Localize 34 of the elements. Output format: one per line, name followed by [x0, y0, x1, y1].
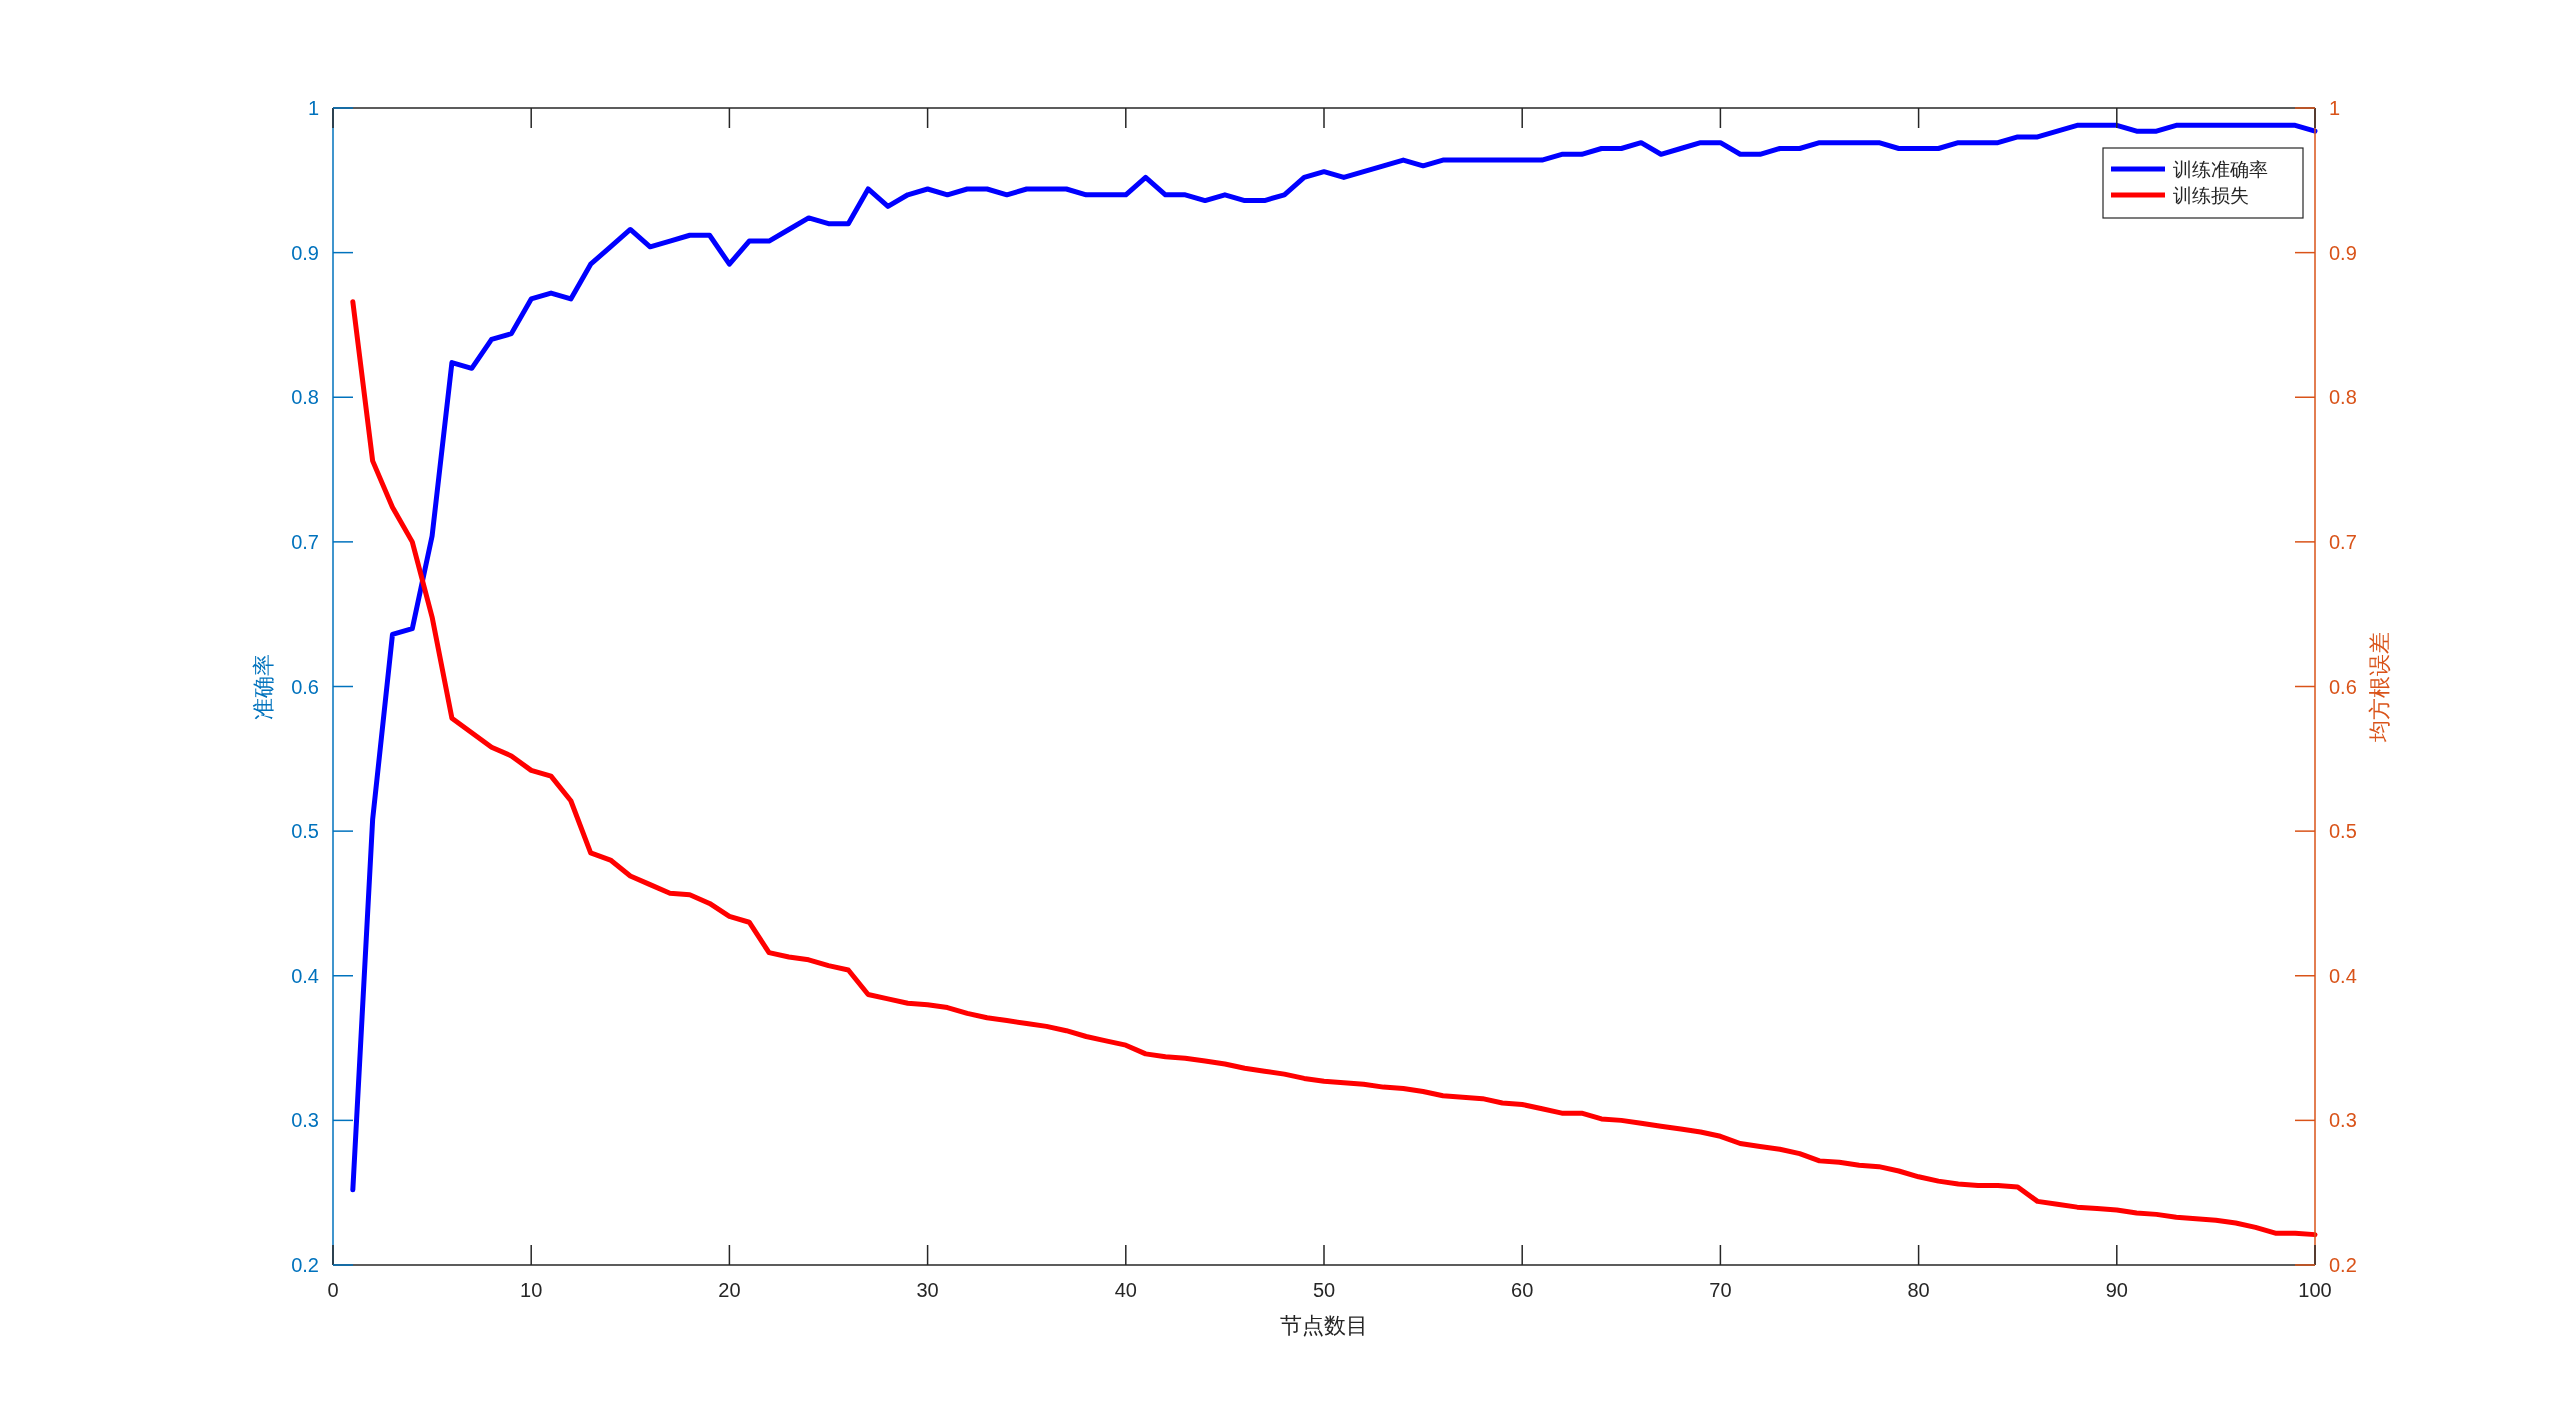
y2-tick-label: 0.9 [2329, 241, 2357, 264]
y-tick-label: 0.2 [291, 1254, 319, 1276]
x-axis-title: 节点数目 [1280, 1313, 1368, 1338]
x-tick-label: 40 [1114, 1279, 1137, 1301]
y-tick-label: 0.8 [291, 386, 319, 409]
y-tick-label: 0.7 [291, 530, 319, 553]
legend-label: 训练准确率 [2173, 159, 2268, 180]
y2-tick-label: 0.6 [2329, 675, 2357, 698]
y-tick-label: 0.9 [291, 241, 319, 264]
x-tick-label: 90 [2105, 1279, 2128, 1301]
y-tick-label: 1 [307, 97, 319, 119]
x-tick-label: 80 [1907, 1279, 1930, 1301]
y-tick-label: 0.3 [291, 1109, 319, 1132]
x-tick-label: 20 [718, 1279, 741, 1301]
x-tick-label: 50 [1312, 1279, 1336, 1301]
legend-label: 训练损失 [2173, 185, 2249, 206]
x-tick-label: 60 [1511, 1279, 1534, 1301]
y2-tick-label: 1 [2329, 97, 2341, 119]
y-tick-label: 0.6 [291, 675, 319, 698]
y2-tick-label: 0.7 [2329, 530, 2357, 553]
y-axis-title: 准确率 [251, 653, 276, 720]
y2-tick-label: 0.2 [2329, 1254, 2357, 1276]
x-tick-label: 70 [1709, 1279, 1732, 1301]
y-tick-label: 0.4 [291, 964, 319, 987]
y2-tick-label: 0.5 [2329, 820, 2357, 843]
y2-tick-label: 0.8 [2329, 386, 2357, 409]
y2-tick-label: 0.3 [2329, 1109, 2357, 1132]
y-tick-label: 0.5 [291, 820, 319, 843]
x-tick-label: 100 [2298, 1279, 2332, 1301]
y2-axis-title: 均方根误差 [2367, 631, 2392, 743]
x-tick-label: 30 [916, 1279, 939, 1301]
x-tick-label: 0 [327, 1279, 339, 1301]
x-tick-label: 10 [520, 1279, 543, 1301]
y2-tick-label: 0.4 [2329, 964, 2357, 987]
